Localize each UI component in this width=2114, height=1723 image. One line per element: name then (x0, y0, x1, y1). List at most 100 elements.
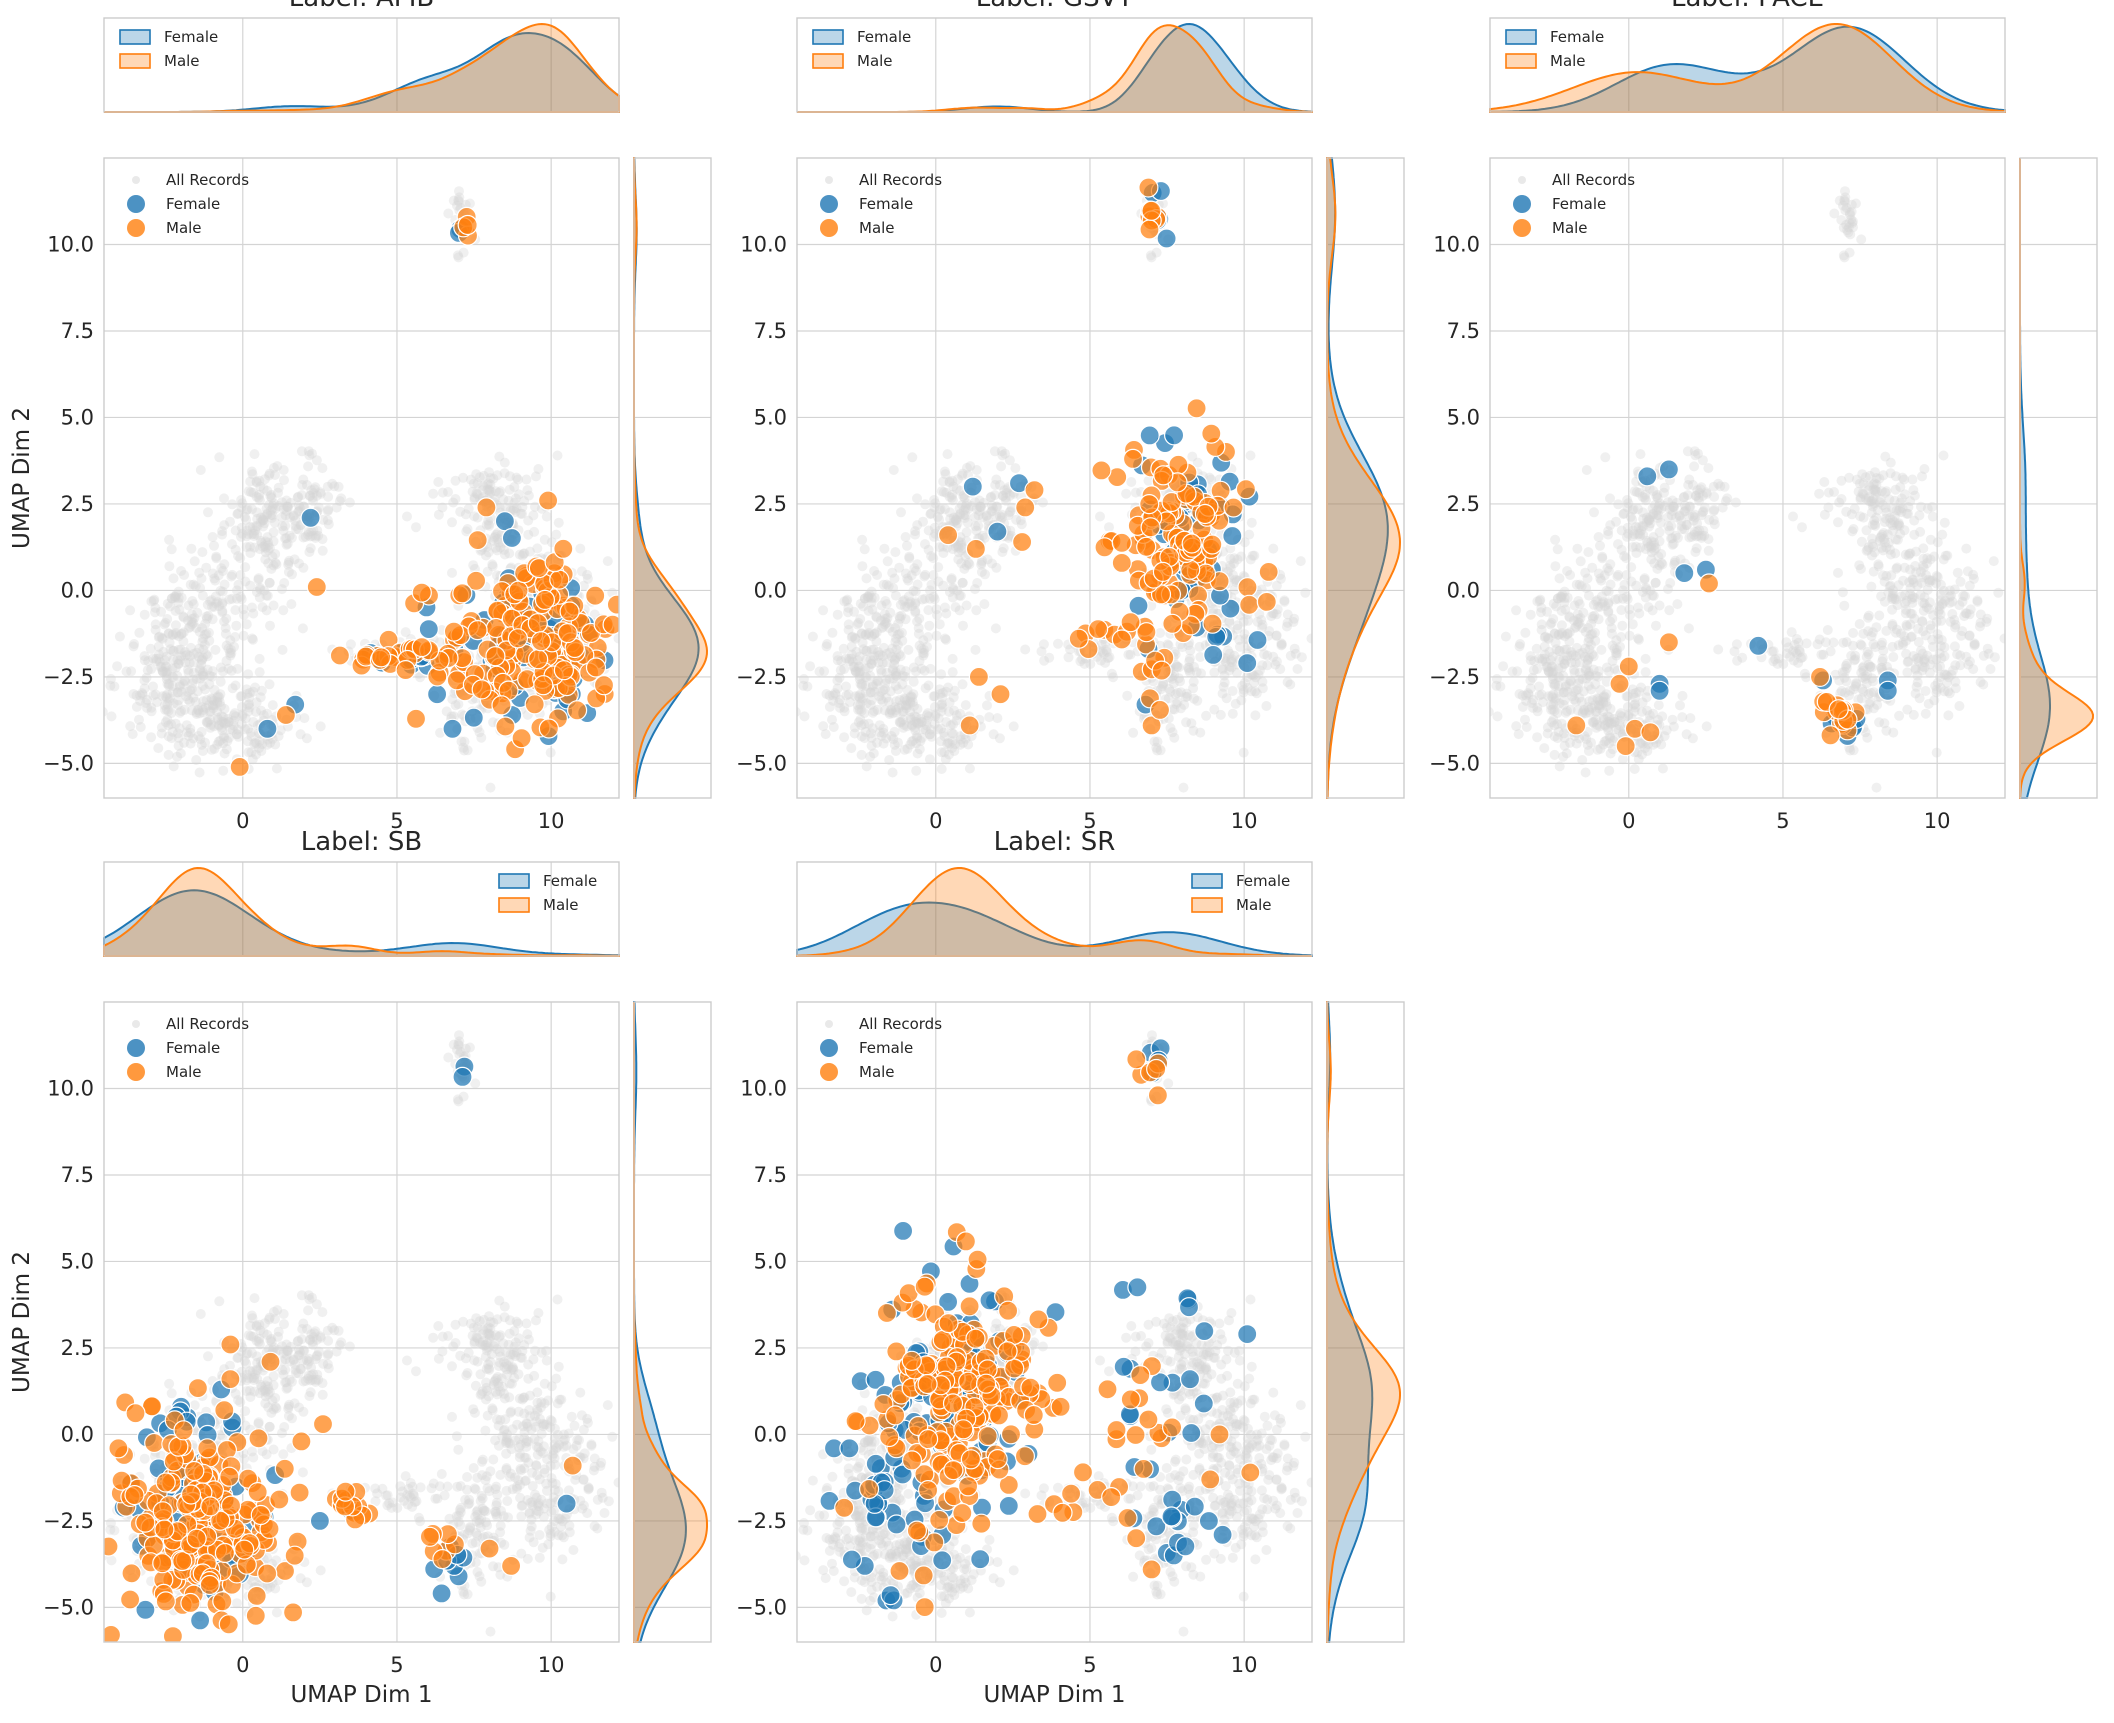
all-records-point (228, 715, 239, 726)
all-records-point (958, 510, 969, 521)
female-point (501, 527, 522, 549)
all-records-point (468, 478, 479, 489)
all-records-point (891, 670, 901, 681)
all-records-point (1036, 646, 1047, 657)
all-records-point (165, 644, 176, 655)
all-records-point (195, 465, 206, 475)
all-records-point (1841, 506, 1852, 517)
all-records-point (188, 579, 199, 590)
all-records-point (1561, 655, 1572, 666)
all-records-point (1793, 657, 1804, 668)
all-records-point (910, 526, 921, 537)
all-records-point (941, 487, 952, 498)
all-records-point (283, 567, 294, 577)
all-records-point (1173, 673, 1184, 684)
all-records-point (943, 682, 954, 693)
male-point (1162, 613, 1183, 634)
all-records-point (255, 584, 266, 595)
all-records-point (1959, 611, 1970, 622)
all-records-point (880, 613, 891, 624)
all-records-point (1885, 518, 1896, 529)
all-records-point (270, 549, 281, 559)
all-records-point (1245, 554, 1256, 565)
all-records-point (871, 627, 882, 638)
all-records-point (400, 627, 411, 638)
all-records-point (867, 681, 878, 692)
all-records-point (1887, 604, 1898, 615)
all-records-point (1884, 494, 1895, 505)
all-records-point (946, 573, 957, 584)
all-records-point (266, 493, 277, 503)
all-records-point (219, 748, 230, 759)
all-records-point (184, 651, 195, 662)
all-records-point (1708, 515, 1719, 526)
male-point (1120, 612, 1141, 633)
all-records-point (1914, 693, 1925, 704)
all-records-point (1653, 700, 1664, 711)
all-records-point (1608, 736, 1619, 746)
all-records-point (918, 644, 929, 655)
all-records-point (1224, 648, 1235, 659)
all-records-point (1565, 675, 1576, 686)
all-records-point (912, 520, 923, 531)
all-records-point (890, 590, 901, 601)
all-records-point (1935, 579, 1946, 590)
all-records-point (1627, 619, 1638, 630)
all-records-point (1887, 619, 1898, 630)
all-records-point (1641, 692, 1652, 703)
all-records-point (221, 640, 232, 651)
all-records-point (1917, 572, 1928, 583)
all-records-point (1638, 507, 1648, 518)
all-records-point (1621, 691, 1632, 702)
all-records-point (1607, 655, 1618, 666)
all-records-point (912, 718, 923, 729)
all-records-point (1929, 551, 1940, 562)
all-records-point (149, 594, 160, 605)
all-records-point (1182, 691, 1193, 702)
male-point (534, 589, 556, 611)
all-records-point (1633, 754, 1644, 765)
all-records-point (268, 527, 279, 538)
all-records-point (160, 691, 171, 702)
all-records-point (976, 567, 987, 577)
all-records-point (1224, 665, 1235, 676)
all-records-point (137, 689, 148, 700)
male-point (306, 576, 327, 598)
all-records-point (251, 697, 262, 708)
all-records-point (192, 686, 203, 697)
all-records-point (947, 653, 958, 664)
all-records-point (258, 515, 269, 526)
all-records-point (582, 573, 593, 584)
all-records-point (959, 513, 970, 523)
all-records-point (1528, 702, 1538, 713)
all-records-point (262, 708, 273, 719)
all-records-point (860, 726, 871, 737)
all-records-point (1268, 543, 1279, 554)
all-records-point (1964, 580, 1975, 591)
all-records-point (1863, 542, 1874, 553)
all-records-point (148, 681, 158, 692)
all-records-point (1677, 690, 1688, 701)
male-point (1615, 735, 1636, 757)
all-records-point (1887, 592, 1898, 603)
all-records-point (941, 686, 951, 697)
all-records-point (1629, 764, 1640, 774)
all-records-point (183, 664, 193, 675)
all-records-point (1085, 659, 1096, 669)
all-records-point (282, 501, 293, 512)
all-records-point (1245, 450, 1256, 461)
all-records-point (277, 584, 287, 595)
all-records-point (246, 747, 257, 758)
all-records-point (225, 644, 236, 655)
all-records-point (869, 687, 880, 697)
all-records-point (1940, 595, 1951, 606)
all-records-point (971, 465, 982, 475)
male-point (1111, 532, 1132, 553)
all-records-point (863, 620, 874, 631)
male-point (467, 529, 488, 551)
all-records-point (125, 605, 136, 616)
all-records-point (1918, 626, 1929, 637)
all-records-point (1554, 654, 1565, 665)
all-records-point (1863, 612, 1873, 623)
all-records-point (865, 687, 876, 698)
